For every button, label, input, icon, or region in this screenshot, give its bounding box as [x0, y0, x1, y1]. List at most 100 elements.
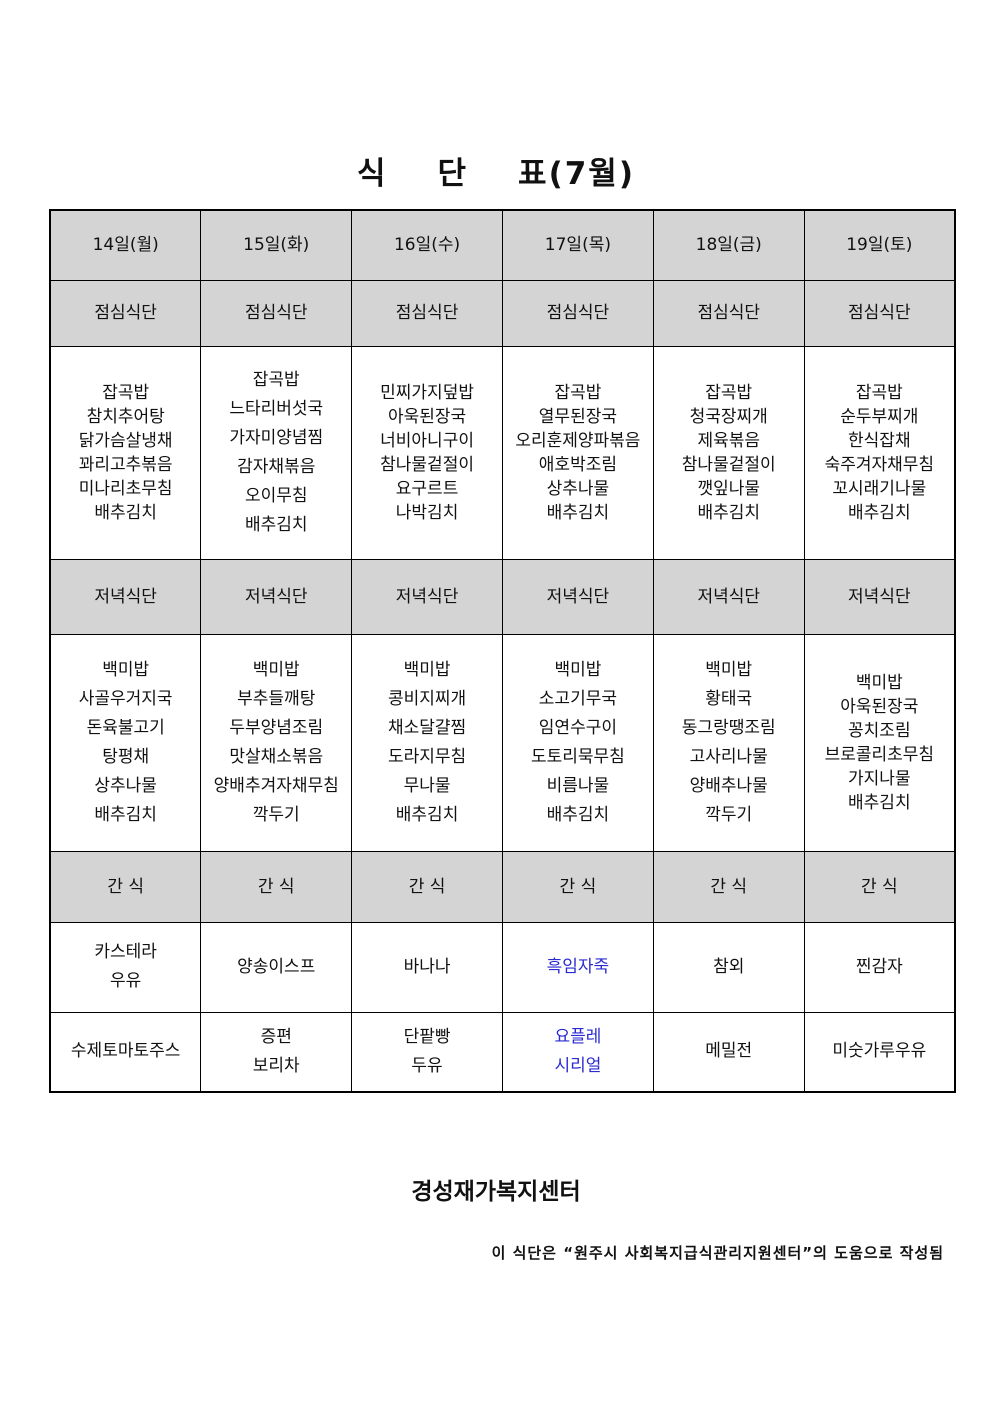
menu-item: 상추나물: [546, 478, 610, 499]
menu-item: 닭가슴살냉채: [78, 430, 173, 451]
menu-item: 단팥빵: [403, 1026, 451, 1047]
snack-label: 간 식: [49, 850, 202, 923]
menu-item: 참나물겉절이: [681, 454, 776, 475]
menu-item: 상추나물: [94, 775, 157, 796]
menu-item: 참치추어탕: [86, 406, 165, 427]
menu-item: 열무된장국: [538, 406, 617, 427]
menu-item: 흑임자죽: [546, 956, 610, 977]
menu-item: 순두부찌개: [840, 406, 919, 427]
lunch-label: 점심식단: [351, 279, 503, 347]
menu-item: 고사리나물: [689, 746, 768, 767]
menu-item: 보리차: [252, 1055, 300, 1076]
menu-item: 참나물겉절이: [380, 454, 474, 475]
lunch-cell: 잡곡밥 순두부찌개 한식잡채 숙주겨자채무침 꼬시래기나물 배추김치: [803, 345, 956, 560]
dinner-label-row: 저녁식단 저녁식단 저녁식단 저녁식단 저녁식단 저녁식단: [49, 558, 956, 635]
menu-item: 느타리버섯국: [229, 398, 324, 419]
snack-cell: 찐감자: [803, 921, 956, 1013]
menu-item: 감자채볶음: [237, 456, 316, 477]
lunch-row: 잡곡밥 참치추어탕 닭가슴살냉채 꽈리고추볶음 미나리초무침 배추김치 잡곡밥 느타리버섯국 가…: [49, 345, 956, 560]
menu-item: 배추김치: [848, 502, 911, 523]
organization-name: 경성재가복지센터: [411, 1179, 581, 1205]
snack-cell: 흑임자죽: [501, 921, 654, 1013]
menu-item: 증편: [260, 1026, 292, 1047]
menu-item: 시리얼: [554, 1055, 602, 1076]
menu-item: 오이무침: [244, 485, 308, 506]
menu-item: 배추김치: [546, 502, 610, 523]
day-header: 17일(목): [501, 209, 654, 281]
menu-item: 수제토마토주스: [70, 1041, 181, 1062]
menu-item: 백미밥: [705, 659, 753, 680]
menu-item: 부추들깨탕: [237, 688, 316, 709]
menu-item: 두유: [411, 1055, 443, 1076]
menu-item: 채소달걀찜: [387, 717, 467, 738]
dinner-label: 저녁식단: [652, 558, 805, 635]
menu-item: 임연수구이: [538, 717, 617, 738]
menu-item: 숙주겨자채무침: [824, 454, 935, 475]
day-header: 16일(수): [351, 209, 503, 281]
dinner-label: 저녁식단: [351, 558, 503, 635]
day-header: 18일(금): [652, 209, 805, 281]
menu-item: 백미밥: [855, 672, 903, 693]
day-header: 19일(토): [803, 209, 956, 281]
lunch-cell: 잡곡밥 청국장찌개 제육볶음 참나물겉절이 깻잎나물 배추김치: [652, 345, 805, 560]
day-header: 14일(월): [49, 209, 202, 281]
snack-label: 간 식: [501, 850, 654, 923]
menu-item: 양송이스프: [237, 956, 316, 977]
menu-item: 깍두기: [705, 804, 753, 825]
lunch-label: 점심식단: [803, 279, 956, 347]
menu-item: 찐감자: [855, 956, 903, 977]
snack-cell: 미숫가루우유: [803, 1011, 956, 1093]
snack-label: 간 식: [200, 850, 353, 923]
menu-item: 백미밥: [403, 659, 451, 680]
menu-item: 참외: [713, 956, 745, 977]
menu-item: 메밀전: [705, 1041, 753, 1062]
menu-item: 꽁치조림: [848, 720, 911, 741]
snack-label: 간 식: [803, 850, 956, 923]
menu-item: 사골우거지국: [78, 688, 173, 709]
day-header-row: 14일(월) 15일(화) 16일(수) 17일(목) 18일(금) 19일(토): [49, 209, 956, 281]
menu-item: 바나나: [403, 956, 451, 977]
menu-item: 가지나물: [848, 768, 911, 789]
title-part: 단: [437, 156, 469, 192]
dinner-label: 저녁식단: [501, 558, 654, 635]
menu-item: 도라지무침: [387, 746, 467, 767]
menu-item: 도토리묵무침: [530, 746, 625, 767]
snack-label: 간 식: [351, 850, 503, 923]
snack-label: 간 식: [652, 850, 805, 923]
dinner-label: 저녁식단: [49, 558, 202, 635]
menu-item: 너비아니구이: [380, 430, 474, 451]
menu-item: 가자미양념찜: [229, 427, 324, 448]
dinner-cell: 백미밥 사골우거지국 돈육불고기 탕평채 상추나물 배추김치: [49, 633, 202, 852]
lunch-cell: 잡곡밥 열무된장국 오리훈제양파볶음 애호박조림 상추나물 배추김치: [501, 345, 654, 560]
menu-item: 무나물: [403, 775, 451, 796]
dinner-label: 저녁식단: [200, 558, 353, 635]
menu-item: 아욱된장국: [840, 696, 919, 717]
menu-item: 잡곡밥: [252, 369, 300, 390]
menu-item: 깻잎나물: [697, 478, 760, 499]
lunch-label: 점심식단: [501, 279, 654, 347]
menu-item: 청국장찌개: [689, 406, 768, 427]
menu-item: 배추김치: [848, 792, 911, 813]
menu-item: 동그랑땡조림: [681, 717, 776, 738]
snack-cell: 양송이스프: [200, 921, 353, 1013]
menu-item: 탕평채: [102, 746, 150, 767]
menu-item: 꽈리고추볶음: [78, 454, 173, 475]
dinner-cell: 백미밥 아욱된장국 꽁치조림 브로콜리초무침 가지나물 배추김치: [803, 633, 956, 852]
lunch-label-row: 점심식단 점심식단 점심식단 점심식단 점심식단 점심식단: [49, 279, 956, 347]
menu-item: 제육볶음: [697, 430, 760, 451]
menu-item: 요플레: [554, 1026, 602, 1047]
menu-item: 맛살채소볶음: [229, 746, 324, 767]
snack-cell: 참외: [652, 921, 805, 1013]
menu-item: 오리훈제양파볶음: [515, 430, 641, 451]
menu-item: 한식잡채: [848, 430, 911, 451]
menu-item: 두부양념조림: [229, 717, 324, 738]
menu-item: 콩비지찌개: [387, 688, 467, 709]
menu-item: 카스테라: [94, 942, 157, 962]
dinner-cell: 백미밥 소고기무국 임연수구이 도토리묵무침 비름나물 배추김치: [501, 633, 654, 852]
menu-item: 잡곡밥: [102, 382, 150, 403]
menu-item: 돈육불고기: [86, 717, 165, 738]
snack-cell: 수제토마토주스: [49, 1011, 202, 1093]
menu-item: 배추김치: [697, 502, 760, 523]
